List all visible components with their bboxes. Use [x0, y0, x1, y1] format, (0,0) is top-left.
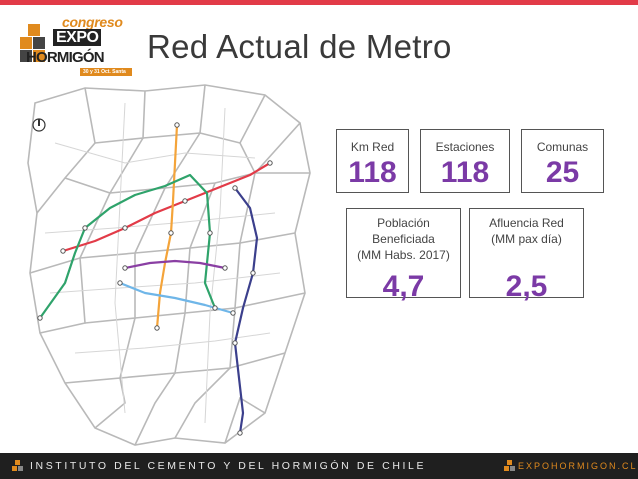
stat-estaciones-label: Estaciones: [435, 140, 495, 154]
footer-institute-name: INSTITUTO DEL CEMENTO Y DEL HORMIGÓN DE …: [30, 460, 427, 472]
stat-estaciones-value: 118: [440, 156, 490, 189]
page-title: Red Actual de Metro: [147, 28, 452, 65]
logo-line-hormigon: HORMIGÓN: [26, 49, 105, 66]
commune-boundaries: [27, 84, 311, 446]
cubes-logo-icon: [504, 460, 515, 471]
top-accent-bar: [0, 0, 638, 5]
stat-poblacion: Población Beneficiada (MM Habs. 2017) 4,…: [346, 208, 461, 303]
stat-poblacion-label-3: (MM Habs. 2017): [357, 248, 450, 262]
metro-stations: [37, 122, 273, 436]
logo-line-expo: EXPO: [53, 29, 102, 46]
stat-km-red-value: 118: [348, 156, 397, 189]
minor-streets: [44, 102, 281, 424]
cubes-logo-icon: [12, 460, 23, 471]
footer-bar: INSTITUTO DEL CEMENTO Y DEL HORMIGÓN DE …: [0, 453, 638, 479]
stat-comunas: Comunas 25: [521, 129, 604, 193]
stat-km-red-label: Km Red: [350, 140, 395, 154]
stat-afluencia-value: 2,5: [505, 270, 548, 303]
metro-line-6: [123, 259, 227, 270]
metro-line-5: [38, 173, 217, 320]
logo-line-congreso: congreso: [62, 14, 123, 30]
stat-afluencia: Afluencia Red (MM pax día) 2,5: [469, 208, 584, 303]
stat-comunas-label: Comunas: [536, 140, 589, 154]
metro-line-4: [233, 186, 259, 435]
cubes-logo-icon: [20, 24, 45, 62]
expo-hormigon-logo: congreso EXPO HORMIGÓN 30 y 31 Oct. Sant…: [20, 12, 132, 83]
stat-km-red: Km Red 118: [336, 129, 409, 193]
stat-afluencia-label-2: (MM pax día): [491, 232, 562, 246]
compass-icon: [32, 118, 46, 132]
stat-afluencia-label-1: Afluencia Red: [489, 216, 564, 230]
footer-website-link[interactable]: EXPOHORMIGON.CL: [518, 461, 638, 471]
stat-estaciones: Estaciones 118: [420, 129, 510, 193]
stat-poblacion-value: 4,7: [382, 270, 425, 303]
metro-network-map: [25, 83, 315, 448]
stat-comunas-value: 25: [545, 156, 580, 189]
stat-poblacion-label-1: Población: [377, 216, 430, 230]
logo-line-date: 30 y 31 Oct. Santa Cruz: [80, 68, 132, 83]
stat-poblacion-label-2: Beneficiada: [372, 232, 435, 246]
